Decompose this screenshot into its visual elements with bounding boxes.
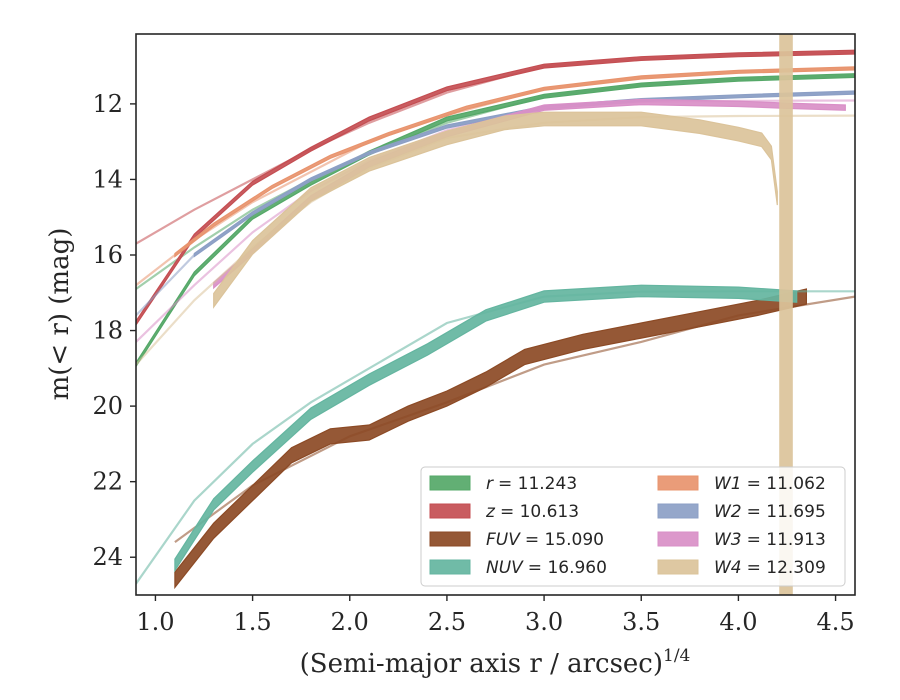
profile-band xyxy=(174,284,798,573)
profile-band xyxy=(193,90,855,258)
y-tick-label: 24 xyxy=(92,543,123,571)
legend-label-var: r xyxy=(486,474,494,494)
x-tick-label: 1.0 xyxy=(136,608,174,636)
series-z-10-613 xyxy=(136,49,855,326)
legend-item-fuv: FUV = 15.090 xyxy=(429,530,604,550)
series-w2-11-695 xyxy=(136,90,855,317)
legend-label-value: = 11.695 xyxy=(747,502,826,522)
y-tick-label: 12 xyxy=(92,90,123,118)
y-tick-label: 20 xyxy=(92,392,123,420)
legend-label-value: = 11.913 xyxy=(747,530,826,550)
legend-swatch xyxy=(429,503,471,519)
legend-label-value: = 16.960 xyxy=(528,558,607,578)
x-tick-label: 3.5 xyxy=(622,608,660,636)
legend-label-var: W3 xyxy=(714,530,742,550)
series-w1-11-062 xyxy=(136,66,855,287)
legend-label: W1 = 11.062 xyxy=(714,474,826,494)
x-axis: 1.0 1.5 2.0 2.5 3.0 3.5 4.0 4.5 xyxy=(136,595,855,636)
legend-label-value: = 15.090 xyxy=(525,530,604,550)
legend-label: W3 = 11.913 xyxy=(714,530,826,550)
profile-band xyxy=(213,111,778,309)
legend-label-var: W4 xyxy=(714,558,742,578)
legend-label-value: = 10.613 xyxy=(500,502,579,522)
legend-swatch xyxy=(429,531,471,547)
profile-spike xyxy=(779,34,793,595)
x-tick-label: 4.0 xyxy=(719,608,757,636)
plot-frame xyxy=(135,33,856,596)
legend-label-var: z xyxy=(485,502,496,522)
legend-label: r = 11.243 xyxy=(486,474,577,494)
series-layer xyxy=(136,34,855,595)
legend-label: W2 = 11.695 xyxy=(714,502,826,522)
legend-label-value: = 11.243 xyxy=(498,474,577,494)
y-tick-label: 14 xyxy=(92,165,123,193)
legend-label-value: = 11.062 xyxy=(747,474,826,494)
legend-box xyxy=(420,466,846,587)
legend-label-var: W2 xyxy=(714,502,742,522)
legend-label: NUV = 16.960 xyxy=(486,558,607,578)
profile-band xyxy=(136,49,855,326)
legend-item-nuv: NUV = 16.960 xyxy=(429,558,607,578)
legend-label-var: W1 xyxy=(714,474,742,494)
legend-swatch xyxy=(429,475,471,491)
series-w4-12-309 xyxy=(136,34,855,595)
y-axis-label: m(< r) (mag) xyxy=(45,228,75,401)
legend-item-w2: W2 = 11.695 xyxy=(657,502,826,522)
legend-item-z: z = 10.613 xyxy=(429,502,579,522)
y-tick-label: 22 xyxy=(92,468,123,496)
legend-item-w3: W3 = 11.913 xyxy=(657,530,826,550)
y-axis: 12 14 16 18 20 22 24 xyxy=(92,90,136,571)
legend-label-value: = 12.309 xyxy=(747,558,826,578)
legend-label-var: FUV xyxy=(486,530,521,550)
legend-swatch xyxy=(657,531,699,547)
legend-swatch xyxy=(657,559,699,575)
legend-swatch xyxy=(429,559,471,575)
x-tick-label: 2.5 xyxy=(428,608,466,636)
legend-swatch xyxy=(657,475,699,491)
x-tick-label: 4.5 xyxy=(816,608,854,636)
x-tick-label: 1.5 xyxy=(234,608,272,636)
y-tick-label: 18 xyxy=(92,317,123,345)
legend-label: W4 = 12.309 xyxy=(714,558,826,578)
legend-label: z = 10.613 xyxy=(485,502,579,522)
legend-label: FUV = 15.090 xyxy=(486,530,604,550)
series-fuv-15-090 xyxy=(174,288,855,590)
legend-item-r: r = 11.243 xyxy=(429,474,577,494)
x-axis-label-exponent: 1/4 xyxy=(663,646,690,666)
x-tick-label: 2.0 xyxy=(331,608,369,636)
legend-swatch xyxy=(657,503,699,519)
legend-item-w1: W1 = 11.062 xyxy=(657,474,826,494)
legend-label-var: NUV xyxy=(486,558,524,578)
legend-item-w4: W4 = 12.309 xyxy=(657,558,826,578)
series-nuv-16-960 xyxy=(136,284,855,585)
profile-band xyxy=(174,288,807,590)
x-tick-label: 3.0 xyxy=(525,608,563,636)
y-tick-label: 16 xyxy=(92,241,123,269)
profile-band xyxy=(174,66,855,258)
x-axis-label: (Semi-major axis r / arcsec)1/4 xyxy=(300,646,691,679)
